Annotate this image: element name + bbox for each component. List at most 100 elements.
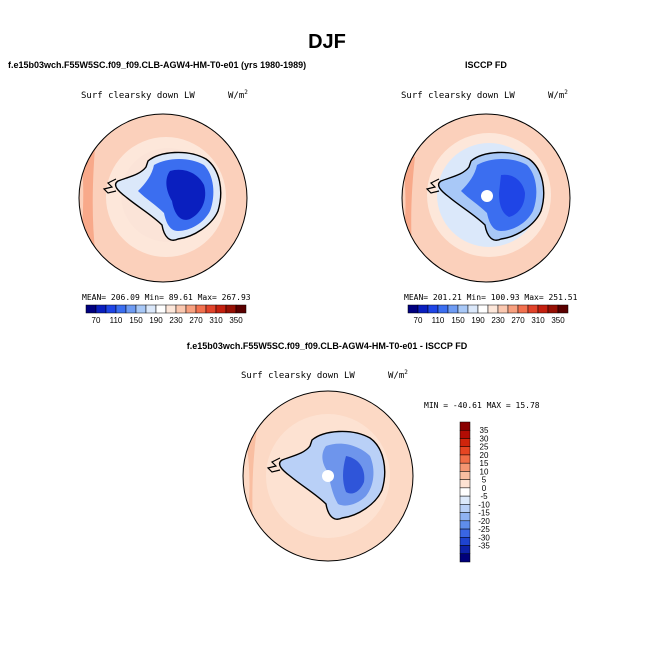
ice-mid-zone (461, 159, 537, 231)
colorbar-tick-label: 0 (482, 484, 487, 493)
colorbar-swatch (547, 304, 559, 314)
colorbar-tick-label: 20 (480, 451, 489, 460)
colorbar-swatch (459, 421, 471, 431)
colorbar-swatch (407, 304, 419, 314)
panel-3-stats: MIN = -40.61 MAX = 15.78 (424, 401, 540, 410)
colorbar-swatch (477, 304, 489, 314)
colorbar-tick-label: -20 (478, 517, 490, 526)
colorbar-tick-label: -5 (480, 492, 488, 501)
colorbar-tick-label: 5 (482, 476, 487, 485)
colorbar-tick-label: 270 (511, 316, 525, 325)
panel-2-variable-label: Surf clearsky down LW (401, 91, 515, 101)
colorbar-tick-label: 25 (480, 443, 489, 452)
map-boundary (401, 113, 571, 283)
colorbar-swatch (487, 304, 499, 314)
colorbar-swatch (145, 304, 157, 314)
colorbar-tick-label: 15 (480, 459, 489, 468)
colorbar-swatch (135, 304, 147, 314)
colorbar-swatch (417, 304, 429, 314)
diff-deep-zone (343, 456, 365, 494)
colorbar-tick-label: 190 (471, 316, 485, 325)
colorbar-swatch (459, 462, 471, 472)
colorbar-swatch (459, 487, 471, 497)
pole-hole (322, 470, 334, 482)
colorbar-swatch (225, 304, 237, 314)
colorbar-swatch (497, 304, 509, 314)
colorbar-tick-label: -25 (478, 525, 490, 534)
colorbar-swatch (235, 304, 247, 314)
colorbar-tick-label: 230 (491, 316, 505, 325)
colorbar-tick-label: 150 (129, 316, 143, 325)
colorbar-swatch (185, 304, 197, 314)
colorbar-swatch (155, 304, 167, 314)
colorbar-swatch (459, 479, 471, 489)
colorbar-tick-label: 70 (92, 316, 101, 325)
colorbar-tick-label: 310 (209, 316, 223, 325)
colorbar-swatch (427, 304, 439, 314)
colorbar-tick-label: -10 (478, 500, 490, 509)
ice-deep-zone (499, 174, 525, 217)
panel-2-units: W/m2 (548, 89, 568, 101)
colorbar-swatch (115, 304, 127, 314)
colorbar-swatch (195, 304, 207, 314)
colorbar-swatch (459, 545, 471, 555)
colorbar-swatch (459, 471, 471, 480)
panel-2-title: ISCCP FD (465, 60, 507, 70)
colorbar-swatch (95, 304, 107, 314)
colorbar-swatch (459, 512, 471, 522)
season-title: DJF (308, 31, 346, 53)
colorbar-swatch (467, 304, 479, 314)
colorbar-tick-label: 110 (432, 316, 445, 325)
colorbar-tick-label: 350 (551, 316, 565, 325)
panel-3-variable-label: Surf clearsky down LW (241, 371, 355, 381)
colorbar-tick-label: 270 (189, 316, 203, 325)
colorbar-swatch (437, 304, 449, 314)
colorbar-tick-label: -35 (478, 542, 490, 551)
peninsula-coast (425, 178, 440, 194)
colorbar-tick-label: 35 (480, 426, 489, 435)
colorbar-swatch (459, 528, 471, 538)
peninsula-coast (266, 457, 281, 473)
colorbar-swatch (537, 304, 549, 314)
colorbar-swatch (175, 304, 187, 314)
colorbar-swatch (447, 304, 459, 314)
panel-3-difference-map (242, 390, 414, 562)
colorbar-tick-label: 30 (480, 434, 489, 443)
colorbar-tick-label: 70 (414, 316, 423, 325)
panel-2-colorbar: 70 110 150 190 230 270 310 350 (407, 304, 569, 325)
panel-1-stats: MEAN= 206.09 Min= 89.61 Max= 267.93 (82, 293, 251, 302)
peninsula-coast (102, 178, 117, 194)
colorbar-swatch (457, 304, 469, 314)
colorbar-tick-label: 190 (149, 316, 163, 325)
panel-1-title: f.e15b03wch.F55W5SC.f09_f09.CLB-AGW4-HM-… (8, 60, 307, 70)
panel-1-units: W/m2 (228, 89, 248, 101)
colorbar-swatch (205, 304, 217, 314)
panel-3-title: f.e15b03wch.F55W5SC.f09_f09.CLB-AGW4-HM-… (186, 341, 468, 351)
colorbar-swatch (459, 537, 471, 546)
colorbar-swatch (517, 304, 529, 314)
colorbar-swatch (557, 304, 569, 314)
colorbar-swatch (85, 304, 97, 314)
panel-1-variable-label: Surf clearsky down LW (81, 91, 195, 101)
colorbar-tick-label: -15 (478, 509, 490, 518)
colorbar-tick-label: 350 (229, 316, 243, 325)
colorbar-swatch (105, 304, 117, 314)
panel-2-stats: MEAN= 201.21 Min= 100.93 Max= 251.51 (404, 293, 578, 302)
colorbar-swatch (527, 304, 539, 314)
colorbar-swatch (459, 504, 471, 513)
colorbar-tick-label: 310 (531, 316, 545, 325)
map-boundary (78, 113, 248, 283)
panel-1-polar-map (78, 113, 248, 283)
ice-deep-zone (166, 169, 206, 220)
colorbar-tick-label: 230 (169, 316, 183, 325)
warm-ocean-band (243, 420, 258, 561)
panel-1-colorbar: 70 110 150 190 230 270 310 350 (85, 304, 247, 325)
colorbar-swatch (459, 429, 471, 439)
map-boundary (242, 390, 414, 562)
colorbar-swatch (459, 438, 471, 447)
colorbar-swatch (459, 495, 471, 505)
colorbar-swatch (507, 304, 519, 314)
colorbar-tick-label: -30 (478, 533, 490, 542)
colorbar-tick-label: 150 (451, 316, 465, 325)
